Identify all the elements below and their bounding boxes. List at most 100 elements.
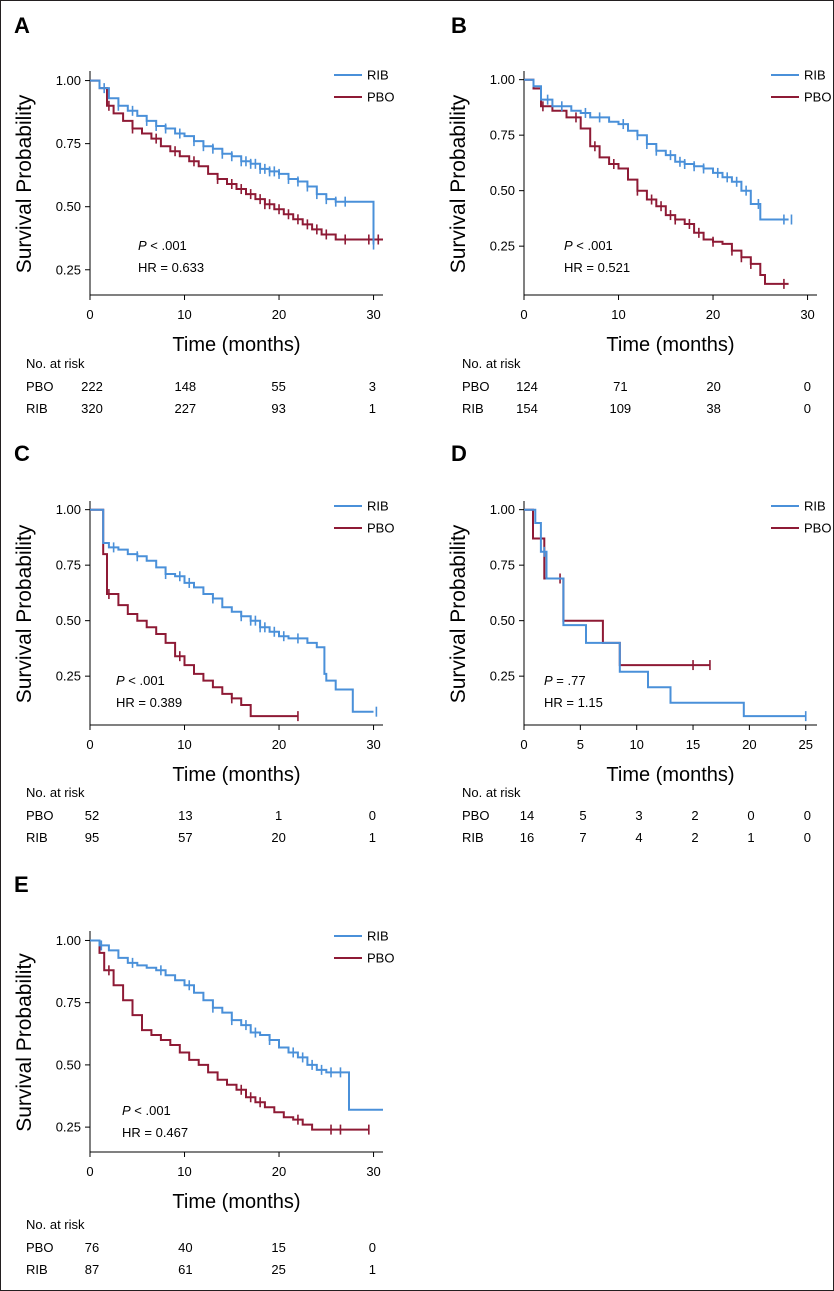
panel-a-x-axis-title: Time (months) [172, 334, 300, 356]
panel-c-legend-rib-label: RIB [367, 499, 389, 514]
panel-d-x-axis-title: Time (months) [606, 764, 734, 786]
panel-e-pbo-curve [90, 939, 369, 1131]
panel-e-risk-row-label: PBO [26, 1240, 53, 1255]
panel-a-group: A 0.25 0.50 0.75 1.00 0 10 20 30 Time (months) Sur… [13, 13, 394, 416]
panel-d-risk-value: 0 [804, 808, 811, 823]
panel-e-y-tick-label: 0.50 [56, 1057, 81, 1072]
panel-e-risk-value: 61 [178, 1262, 192, 1277]
panel-a-x-tick-label: 10 [177, 307, 191, 322]
panel-b-x-tick-label: 20 [706, 307, 720, 322]
panel-b-p-symbol: P [564, 238, 573, 253]
panel-d-y-tick-label: 1.00 [490, 502, 515, 517]
panel-e-y-tick-label: 0.25 [56, 1120, 81, 1135]
panel-e-hazard-ratio: HR = 0.467 [122, 1125, 188, 1140]
panel-d-p-symbol: P [544, 673, 553, 688]
panel-c-risk-row-label: RIB [26, 830, 48, 845]
panel-a-risk-row-label: RIB [26, 401, 48, 416]
panel-e-p-symbol: P [122, 1103, 131, 1118]
panel-a-y-tick-label: 0.50 [56, 199, 81, 214]
panel-b-risk-row-label: PBO [462, 379, 489, 394]
panel-a-p-text: < .001 [147, 238, 187, 253]
panel-a-y-tick-label: 1.00 [56, 73, 81, 88]
panel-c-risk-value: 95 [85, 830, 99, 845]
panel-d-risk-value: 1 [747, 830, 754, 845]
panel-e-risk-value: 25 [271, 1262, 285, 1277]
panel-d-y-tick-label: 0.50 [490, 613, 515, 628]
panel-d-risk-value: 0 [804, 830, 811, 845]
panel-a-risk-value: 3 [369, 379, 376, 394]
panel-c-risk-value: 52 [85, 808, 99, 823]
panel-e-legend-pbo-label: PBO [367, 951, 394, 966]
panel-b-p-value: P < .001 [564, 238, 613, 253]
panel-d-risk-title: No. at risk [462, 785, 521, 800]
panel-b-y-axis-title: Survival Probability [447, 94, 470, 273]
panel-b-risk-value: 154 [516, 401, 538, 416]
panel-e-risk-title: No. at risk [26, 1217, 85, 1232]
panel-d-pbo-curve [524, 508, 710, 667]
panel-b-risk-row-label: RIB [462, 401, 484, 416]
panel-c-x-axis-title: Time (months) [172, 764, 300, 786]
panel-e-x-axis-title: Time (months) [172, 1191, 300, 1213]
panel-e-risk-value: 40 [178, 1240, 192, 1255]
panel-a-label: A [14, 13, 30, 38]
panel-c-risk-row-label: PBO [26, 808, 53, 823]
panel-c-label: C [14, 441, 30, 466]
panel-c-x-tick-label: 0 [86, 737, 93, 752]
panel-d-risk-value: 4 [635, 830, 642, 845]
panel-d-p-value: P = .77 [544, 673, 586, 688]
panel-a-risk-value: 320 [81, 401, 103, 416]
panel-d-x-tick-label: 20 [742, 737, 756, 752]
panel-b-x-tick-label: 30 [800, 307, 814, 322]
panel-b-risk-value: 38 [706, 401, 720, 416]
panel-e-risk-row-label: RIB [26, 1262, 48, 1277]
panel-d-legend-rib-label: RIB [804, 499, 826, 514]
panel-d-risk-value: 7 [579, 830, 586, 845]
panel-e-y-axis-title: Survival Probability [13, 953, 36, 1132]
panel-a-y-tick-label: 0.25 [56, 262, 81, 277]
panel-e-rib-curve [90, 939, 383, 1111]
panel-e-y-tick-label: 0.75 [56, 995, 81, 1010]
panel-b-risk-value: 0 [804, 379, 811, 394]
panel-e-label: E [14, 872, 29, 897]
panel-b-y-tick-label: 0.50 [490, 183, 515, 198]
panel-a-p-value: P < .001 [138, 238, 187, 253]
panel-a-risk-title: No. at risk [26, 356, 85, 371]
panel-d-risk-row-label: RIB [462, 830, 484, 845]
panel-d-hazard-ratio: HR = 1.15 [544, 695, 603, 710]
panel-c-y-tick-label: 0.50 [56, 613, 81, 628]
panel-c-p-value: P < .001 [116, 673, 165, 688]
panel-e-x-tick-label: 30 [366, 1164, 380, 1179]
panel-a-legend-rib-label: RIB [367, 68, 389, 83]
panel-e-risk-value: 76 [85, 1240, 99, 1255]
panel-b-x-tick-label: 10 [611, 307, 625, 322]
panel-c-p-text: < .001 [125, 673, 165, 688]
panel-d-risk-row-label: PBO [462, 808, 489, 823]
panel-c-y-tick-label: 0.25 [56, 669, 81, 684]
panel-c-risk-value: 1 [275, 808, 282, 823]
panel-e-risk-value: 1 [369, 1262, 376, 1277]
panel-b-risk-value: 71 [613, 379, 627, 394]
panel-b-risk-value: 20 [706, 379, 720, 394]
panel-a-risk-value: 55 [271, 379, 285, 394]
panel-b-x-axis-title: Time (months) [606, 334, 734, 356]
panel-b-y-tick-label: 0.75 [490, 128, 515, 143]
panel-c-p-symbol: P [116, 673, 125, 688]
panel-a-hazard-ratio: HR = 0.633 [138, 260, 204, 275]
panel-a-x-tick-label: 30 [366, 307, 380, 322]
panel-b-hazard-ratio: HR = 0.521 [564, 260, 630, 275]
panel-e-p-text: < .001 [131, 1103, 171, 1118]
panel-c-risk-title: No. at risk [26, 785, 85, 800]
panel-a-risk-value: 93 [271, 401, 285, 416]
panel-a-risk-value: 227 [174, 401, 196, 416]
panel-d-y-axis-title: Survival Probability [447, 524, 470, 703]
panel-b-risk-title: No. at risk [462, 356, 521, 371]
panel-b-pbo-curve [524, 78, 789, 285]
panel-a-legend-pbo-label: PBO [367, 90, 394, 105]
panel-a-pbo-curve [90, 79, 383, 241]
panel-e-risk-value: 15 [271, 1240, 285, 1255]
panel-c-x-tick-label: 20 [272, 737, 286, 752]
panel-d-x-tick-label: 5 [577, 737, 584, 752]
panel-b-legend-pbo-label: PBO [804, 90, 831, 105]
